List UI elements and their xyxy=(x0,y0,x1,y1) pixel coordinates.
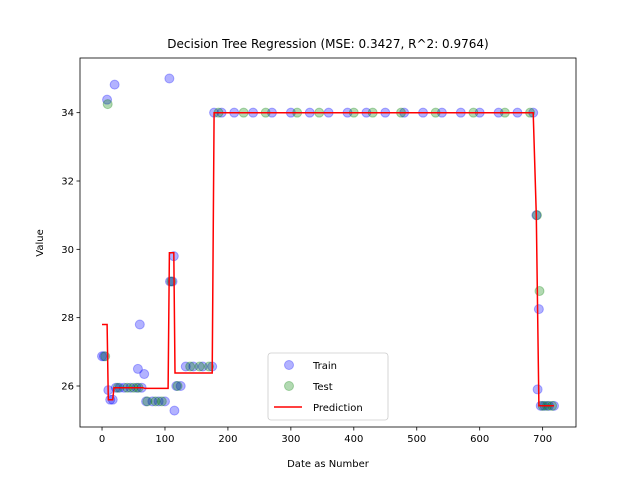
y-tick-label: 28 xyxy=(61,313,74,324)
x-axis-label: Date as Number xyxy=(287,459,370,470)
train-point xyxy=(98,351,109,362)
legend-train-label: Train xyxy=(312,361,337,372)
train-point xyxy=(533,304,544,315)
y-axis-label: Value xyxy=(35,229,46,256)
train-point xyxy=(169,405,180,416)
prediction-line xyxy=(102,111,554,407)
x-tick-label: 600 xyxy=(470,434,489,445)
test-point xyxy=(204,361,215,372)
x-tick-label: 500 xyxy=(407,434,426,445)
train-point xyxy=(532,384,543,395)
train-point xyxy=(188,361,199,372)
legend: Train Test Prediction xyxy=(267,352,389,421)
train-point xyxy=(153,396,164,407)
legend-box xyxy=(267,352,389,421)
train-point xyxy=(197,361,208,372)
train-point xyxy=(132,363,143,374)
test-point xyxy=(194,361,205,372)
y-tick-label: 26 xyxy=(61,382,74,393)
x-tick-label: 200 xyxy=(218,434,237,445)
x-tick-label: 0 xyxy=(99,434,105,445)
test-point xyxy=(534,286,545,297)
legend-test-marker xyxy=(284,381,294,391)
x-tick-label: 300 xyxy=(281,434,300,445)
x-axis-ticks: 0 100 200 300 400 500 600 700 xyxy=(99,427,552,445)
test-point xyxy=(102,99,113,110)
x-tick-label: 100 xyxy=(155,434,174,445)
test-point xyxy=(150,396,161,407)
test-point xyxy=(172,381,183,391)
plot-area: 0 100 200 300 400 500 600 700 26 28 30 32 34 xyxy=(61,57,577,445)
train-point xyxy=(180,361,191,372)
test-point xyxy=(156,396,167,407)
legend-train-marker xyxy=(284,360,294,370)
train-point xyxy=(147,396,158,407)
y-axis-ticks: 26 28 30 32 34 xyxy=(61,108,80,393)
x-tick-label: 700 xyxy=(533,434,552,445)
legend-test-label: Test xyxy=(312,382,333,393)
train-point xyxy=(109,79,120,90)
train-point xyxy=(171,381,182,391)
y-tick-label: 30 xyxy=(61,245,74,256)
plot-frame xyxy=(79,57,577,428)
legend-prediction-label: Prediction xyxy=(313,403,363,414)
y-tick-label: 34 xyxy=(61,108,74,119)
train-point xyxy=(102,94,113,105)
prediction-line-group xyxy=(102,111,554,407)
train-point xyxy=(134,319,145,330)
train-point xyxy=(159,396,170,407)
train-point xyxy=(141,396,152,407)
train-point xyxy=(97,351,108,362)
x-tick-label: 400 xyxy=(344,434,363,445)
test-point xyxy=(142,396,153,407)
train-point xyxy=(139,369,150,380)
chart-title: Decision Tree Regression (MSE: 0.3427, R… xyxy=(167,37,488,51)
test-point xyxy=(185,361,196,372)
train-point xyxy=(175,381,186,391)
y-tick-label: 32 xyxy=(61,177,74,188)
train-point xyxy=(164,73,175,84)
